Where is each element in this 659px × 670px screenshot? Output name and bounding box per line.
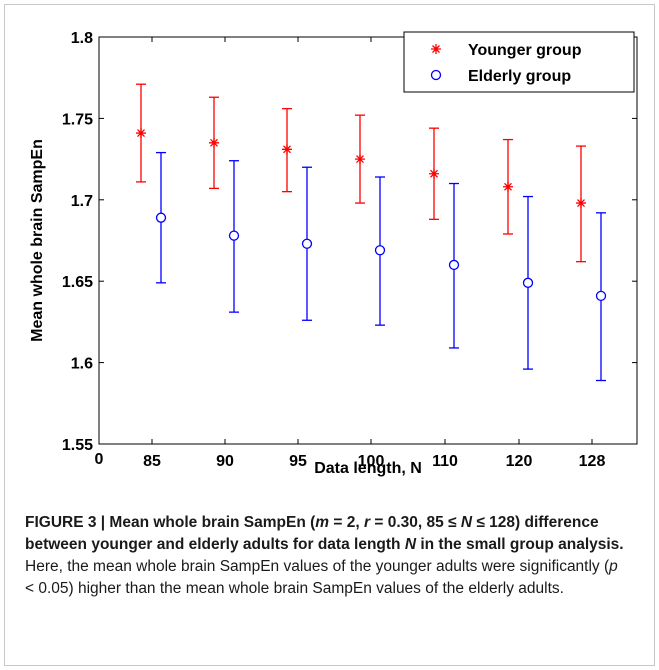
- data-point-younger: [503, 181, 513, 192]
- x-tick-label: 85: [143, 453, 161, 470]
- x-tick-label-zero: 0: [95, 451, 104, 468]
- legend-label: Elderly group: [468, 68, 571, 85]
- y-tick-label: 1.65: [62, 274, 93, 291]
- caption-title: FIGURE 3 | Mean whole brain SampEn (m = …: [25, 514, 624, 553]
- x-tick-label: 100: [358, 453, 385, 470]
- chart: 1.55 1.6 1.65 1.7 1.75 1.8 0 85 90 95 100 110 120 128…: [29, 30, 638, 477]
- data-point-younger: [136, 128, 146, 139]
- legend-marker-younger: [431, 44, 441, 54]
- legend-label: Younger group: [468, 42, 582, 59]
- data-point-younger: [209, 137, 219, 148]
- x-tick-label: 90: [216, 453, 234, 470]
- x-axis-label: Data length, N: [314, 460, 422, 477]
- data-point-elderly: [522, 277, 534, 288]
- data-point-elderly: [301, 238, 313, 249]
- x-tick-label: 95: [289, 453, 307, 470]
- data-point-elderly: [595, 290, 607, 302]
- caption-body: Here, the mean whole brain SampEn values…: [25, 558, 618, 597]
- x-tick-label: 128: [579, 453, 606, 470]
- y-tick-label: 1.55: [62, 437, 93, 454]
- y-axis-label: Mean whole brain SampEn: [29, 139, 46, 342]
- legend-box: [403, 31, 635, 93]
- data-point-younger: [282, 144, 292, 155]
- x-tick-label: 110: [432, 453, 458, 470]
- data-point-younger: [429, 168, 439, 179]
- y-tick-label: 1.8: [71, 30, 93, 47]
- figure-frame: [4, 4, 655, 666]
- data-point-younger: [576, 198, 586, 209]
- y-tick-label: 1.7: [71, 193, 93, 210]
- data-point-elderly: [448, 259, 460, 271]
- x-tick-label: 120: [506, 453, 533, 470]
- y-tick-label: 1.6: [71, 356, 93, 373]
- data-point-elderly: [228, 230, 240, 241]
- legend-marker-elderly: [430, 69, 442, 81]
- data-point-elderly: [155, 212, 167, 223]
- plot-area-frame: [98, 36, 638, 445]
- figure-caption: FIGURE 3 | Mean whole brain SampEn (m = …: [25, 512, 630, 600]
- data-point-elderly: [374, 245, 386, 256]
- data-point-younger: [355, 154, 365, 165]
- y-tick-label: 1.75: [62, 111, 93, 128]
